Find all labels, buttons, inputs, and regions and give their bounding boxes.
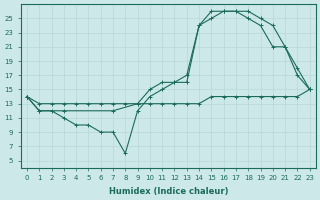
X-axis label: Humidex (Indice chaleur): Humidex (Indice chaleur) <box>108 187 228 196</box>
